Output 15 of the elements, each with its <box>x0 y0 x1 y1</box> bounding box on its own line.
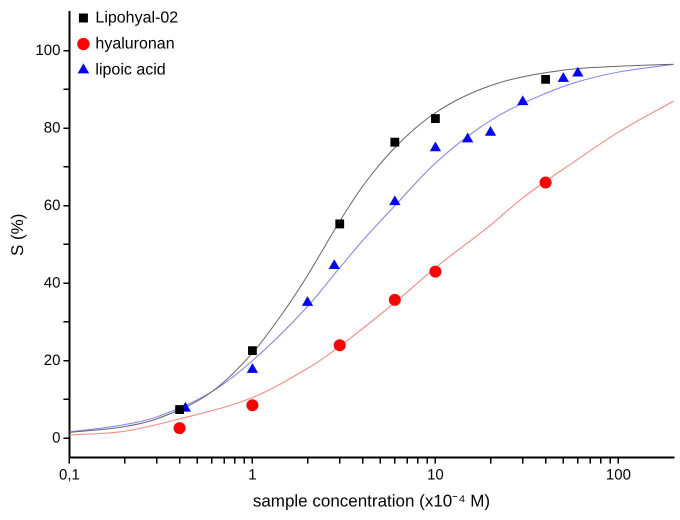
legend-label: Lipohyal-02 <box>95 9 178 26</box>
x-tick-label: 0,1 <box>58 466 80 484</box>
legend-label: lipoic acid <box>95 61 166 78</box>
y-tick-label: 80 <box>44 119 60 136</box>
x-tick-label: 100 <box>606 466 631 484</box>
x-tick-label: 10 <box>427 466 444 484</box>
x-axis-title: sample concentration (x10⁻⁴ M) <box>252 491 490 510</box>
y-tick-label: 60 <box>44 196 60 214</box>
y-tick-label: 20 <box>44 352 60 369</box>
y-tick-label: 40 <box>44 274 60 292</box>
x-tick-label: 1 <box>248 466 257 484</box>
y-tick-label: 0 <box>52 429 60 446</box>
legend-label: hyaluronan <box>95 35 175 52</box>
y-tick-label: 100 <box>35 42 60 59</box>
y-axis-title: S (%) <box>8 214 27 256</box>
